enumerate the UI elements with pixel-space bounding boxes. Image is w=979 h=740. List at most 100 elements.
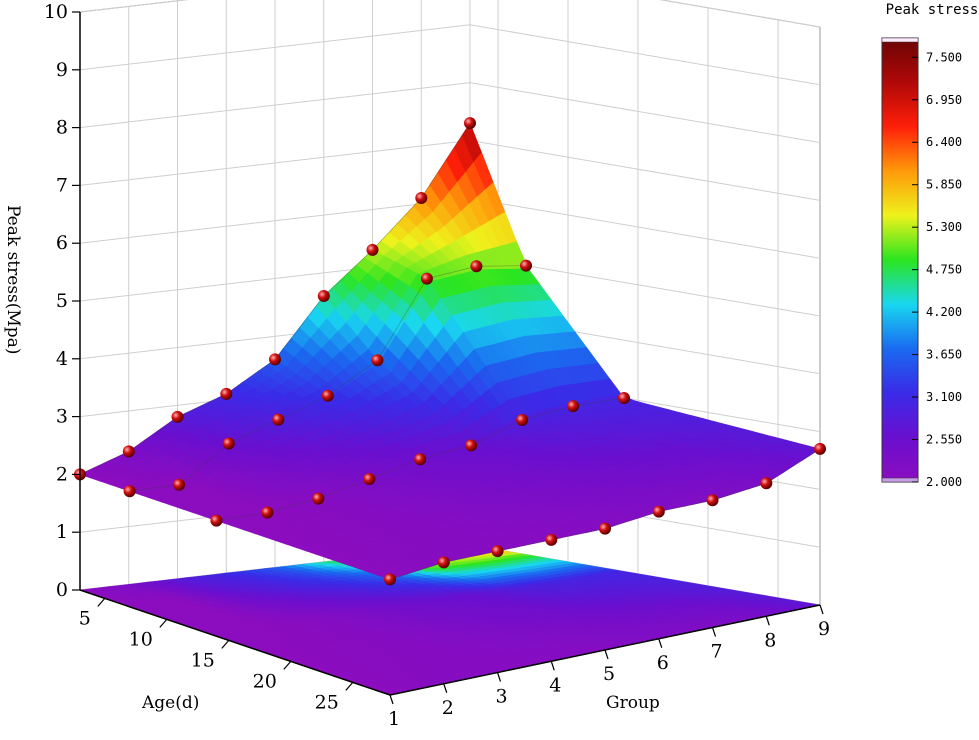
data-point xyxy=(366,243,379,256)
x-tick-label: 25 xyxy=(315,691,339,713)
y-tick-label: 8 xyxy=(764,629,776,651)
colorbar-tick-label: 3.100 xyxy=(926,390,962,404)
data-point xyxy=(415,192,428,204)
y-tick-label: 7 xyxy=(710,641,722,663)
data-point xyxy=(272,413,285,426)
data-point xyxy=(814,442,826,455)
y-tick-label: 1 xyxy=(388,708,400,730)
y-tick xyxy=(819,604,824,615)
x-axis-line xyxy=(79,589,391,696)
colorbar-tick-label: 4.750 xyxy=(926,263,962,277)
y-tick xyxy=(604,649,609,660)
x-tick-label: 20 xyxy=(253,670,277,692)
data-point xyxy=(706,494,719,507)
z-tick-label: 5 xyxy=(56,290,68,312)
y-tick-label: 3 xyxy=(495,686,507,708)
data-point xyxy=(371,354,384,367)
data-point xyxy=(545,533,558,546)
colorbar-tick-label: 6.950 xyxy=(926,93,962,107)
z-tick-label: 0 xyxy=(56,579,68,601)
z-tick-label: 4 xyxy=(56,348,68,370)
y-tick-label: 4 xyxy=(549,674,561,696)
data-point xyxy=(261,506,274,519)
data-point xyxy=(470,260,483,273)
data-point xyxy=(491,545,504,558)
z-tick-label: 8 xyxy=(56,117,68,139)
data-point xyxy=(220,387,233,400)
axes: 0 1 2 3 4 5 6 7 8 9 10 5 10 15 20 25 1 2 3 4 5 6 7 8 9 xyxy=(44,1,830,730)
data-point xyxy=(599,522,611,535)
colorbar-gradient xyxy=(881,37,919,483)
y-tick xyxy=(443,683,448,693)
y-axis-label: Group xyxy=(606,693,660,713)
data-point xyxy=(437,556,450,569)
z-axis-label: Peak stress(Mpa) xyxy=(3,205,23,354)
x-tick xyxy=(97,598,106,607)
data-point xyxy=(363,473,376,485)
data-point xyxy=(321,389,334,402)
data-point xyxy=(317,290,330,302)
data-points xyxy=(74,117,826,586)
z-tick-label: 3 xyxy=(56,406,68,428)
y-tick xyxy=(658,638,663,648)
z-tick-label: 10 xyxy=(44,1,68,23)
z-tick-label: 9 xyxy=(56,59,68,81)
colorbar-tick-label: 3.650 xyxy=(926,348,962,362)
data-point xyxy=(414,453,427,466)
data-point xyxy=(464,117,476,130)
data-point xyxy=(652,505,665,518)
y-tick xyxy=(711,627,717,637)
y-tick xyxy=(496,672,502,682)
colorbar-tick-label: 6.400 xyxy=(926,135,962,149)
y-tick-label: 6 xyxy=(657,652,669,674)
z-tick-label: 7 xyxy=(56,174,68,196)
colorbar-tick-label: 4.200 xyxy=(926,305,962,319)
x-tick-label: 10 xyxy=(129,628,153,650)
x-tick xyxy=(159,619,168,628)
data-point xyxy=(312,492,325,505)
data-point xyxy=(123,485,136,498)
x-tick-label: 5 xyxy=(79,607,91,629)
x-tick-label: 15 xyxy=(191,649,215,671)
data-point xyxy=(567,400,580,413)
z-tick-label: 6 xyxy=(56,232,68,254)
data-point xyxy=(420,272,433,285)
y-tick-label: 9 xyxy=(818,618,830,640)
stress-surface xyxy=(79,122,821,580)
y-tick xyxy=(389,694,394,705)
data-point xyxy=(173,478,186,491)
colorbar-tick-label: 5.850 xyxy=(926,178,962,192)
x-tick xyxy=(345,682,354,691)
data-point xyxy=(171,410,184,423)
y-tick-label: 5 xyxy=(603,663,615,685)
y-tick-label: 2 xyxy=(442,697,454,719)
colorbar-cap-bottom xyxy=(881,477,919,483)
data-point xyxy=(520,259,532,272)
y-tick xyxy=(765,616,770,626)
colorbar: Peak stress 2.000 2.550 3.100 3.650 4.200 4.75… xyxy=(881,2,979,489)
colorbar-tick-label: 2.550 xyxy=(926,433,962,447)
colorbar-tick-label: 7.500 xyxy=(926,50,962,64)
x-axis-label: Age(d) xyxy=(141,693,199,713)
x-tick xyxy=(283,661,292,670)
data-point xyxy=(222,437,235,450)
data-point xyxy=(760,477,773,490)
data-point xyxy=(465,439,478,452)
data-point xyxy=(210,514,223,527)
data-point xyxy=(618,392,630,404)
colorbar-tick-label: 2.000 xyxy=(926,475,962,489)
data-point xyxy=(269,353,281,366)
data-point xyxy=(122,445,135,458)
data-point xyxy=(384,573,396,586)
colorbar-title: Peak stress xyxy=(886,2,979,18)
x-tick xyxy=(221,640,230,649)
colorbar-cap-top xyxy=(881,37,919,43)
data-point xyxy=(516,414,529,426)
colorbar-tick-label: 5.300 xyxy=(926,220,962,234)
y-tick xyxy=(550,661,555,671)
z-gridline xyxy=(79,0,821,28)
z-tick-label: 1 xyxy=(56,521,68,543)
z-tick-label: 2 xyxy=(56,463,68,485)
